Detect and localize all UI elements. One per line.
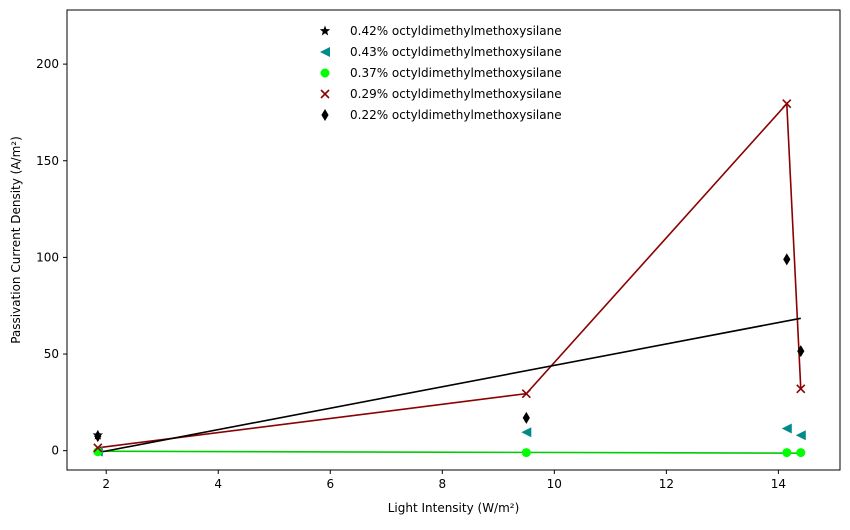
legend-marker-3 <box>320 68 330 78</box>
legend-marker-4 <box>320 89 330 99</box>
x-marker-stroke <box>320 89 330 99</box>
y-tick-label: 50 <box>44 347 59 361</box>
data-point-series-4 <box>782 99 792 109</box>
x-marker-stroke <box>782 99 792 109</box>
x-tick-label: 10 <box>547 477 562 491</box>
data-point-series-4 <box>93 443 103 453</box>
data-point-series-3 <box>796 448 806 458</box>
series-line-5 <box>97 317 801 454</box>
data-point-series-4 <box>521 389 531 399</box>
x-marker-stroke <box>521 389 531 399</box>
x-marker-stroke <box>93 443 103 453</box>
x-marker-stroke <box>796 384 806 394</box>
x-tick-label: 8 <box>438 477 446 491</box>
data-point-series-5 <box>94 430 102 443</box>
data-point-series-2 <box>781 423 792 434</box>
x-tick-label: 12 <box>659 477 674 491</box>
y-tick-label: 0 <box>51 444 59 458</box>
x-tick-label: 14 <box>771 477 786 491</box>
x-axis: 2 4 6 8 10 12 14 <box>102 470 786 491</box>
x-tick-label: 4 <box>214 477 222 491</box>
series-line-3 <box>97 450 801 454</box>
plot-area <box>66 9 841 471</box>
legend-marker-5 <box>321 109 329 121</box>
y-axis: 0 50 100 150 200 <box>36 57 67 458</box>
data-point-series-5 <box>797 345 805 358</box>
legend-label-3: 0.37% octyldimethylmethoxysilane <box>350 66 562 80</box>
y-tick-label: 100 <box>36 250 59 264</box>
x-axis-label: Light Intensity (W/m²) <box>388 501 520 515</box>
legend-marker-1 <box>319 25 331 36</box>
legend-label-1: 0.42% octyldimethylmethoxysilane <box>350 24 562 38</box>
legend: 0.42% octyldimethylmethoxysilane 0.43% oc… <box>319 24 562 122</box>
data-point-series-5 <box>783 253 791 266</box>
data-point-series-3 <box>521 448 531 458</box>
data-point-series-2 <box>795 430 806 441</box>
series-line-4 <box>97 101 802 449</box>
data-point-series-3 <box>782 448 792 458</box>
legend-label-5: 0.22% octyldimethylmethoxysilane <box>350 108 562 122</box>
y-tick-label: 200 <box>36 57 59 71</box>
data-markers <box>92 99 806 458</box>
fit-lines <box>97 101 802 454</box>
data-point-series-5 <box>522 411 530 424</box>
data-point-series-4 <box>796 384 806 394</box>
legend-label-2: 0.43% octyldimethylmethoxysilane <box>350 45 562 59</box>
plot-frame <box>66 9 841 471</box>
y-tick-label: 150 <box>36 154 59 168</box>
legend-marker-2 <box>320 47 330 57</box>
x-tick-label: 2 <box>102 477 110 491</box>
y-axis-label: Passivation Current Density (A/m²) <box>9 136 23 344</box>
legend-label-4: 0.29% octyldimethylmethoxysilane <box>350 87 562 101</box>
x-tick-label: 6 <box>326 477 334 491</box>
data-point-series-2 <box>521 427 532 438</box>
